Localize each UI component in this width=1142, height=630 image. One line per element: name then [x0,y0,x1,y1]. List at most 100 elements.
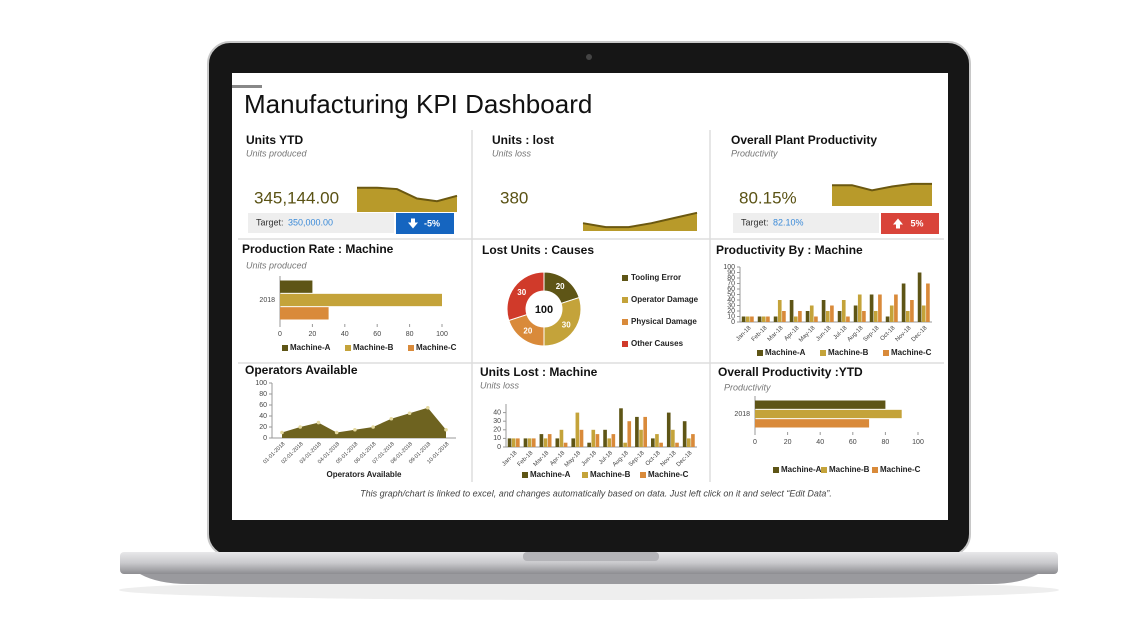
chart-subtitle: Units loss [480,380,520,390]
point [444,427,448,432]
x-tick-label: 80 [882,439,890,446]
legend-swatch [282,345,288,351]
kpi-subtitle: Units loss [492,148,532,158]
chart-title: Operators Available [245,363,358,377]
slice-label: 30 [517,288,526,297]
legend-swatch [622,275,628,281]
bar [841,300,846,322]
bar [643,416,647,447]
legend-swatch [582,472,588,478]
footer-note: This graph/chart is linked to excel, and… [360,488,832,498]
bar [579,429,584,447]
legend-label: Machine-A [290,343,331,352]
x-tick-label: 60 [373,331,381,338]
y-tick-label: 10 [727,313,735,320]
bar [878,294,882,322]
bar [543,438,548,447]
bar [798,311,802,322]
bar [862,311,866,322]
bar [682,421,687,447]
legend-swatch [408,345,414,351]
x-tick-label: 100 [912,439,924,446]
bar [889,305,894,322]
page-title: Manufacturing KPI Dashboard [244,89,592,119]
y-tick-label: 10 [493,435,501,442]
bar [814,316,818,322]
bar [571,438,576,447]
bar [869,294,874,322]
bar [777,300,782,322]
bar [757,316,762,322]
chart-title: Lost Units : Causes [482,243,594,257]
legend-label: Tooling Error [631,273,681,282]
change-label: -5% [424,218,440,228]
legend-swatch [883,350,889,356]
bar [591,429,596,447]
bar [885,316,890,322]
y-tick-label: 30 [727,302,735,309]
legend-label: Machine-C [648,470,689,479]
y-tick-label: 50 [727,291,735,298]
bar [595,434,600,447]
bar [905,311,910,322]
bar [607,438,612,447]
bar [809,305,814,322]
bar [523,438,528,447]
point [389,416,394,421]
shadow [119,580,1059,600]
change-badge [396,213,454,234]
y-tick-label: 2018 [734,411,750,418]
bar [555,438,560,447]
chart-subtitle: Productivity [724,382,771,392]
arrow-icon [893,218,903,229]
sparkline [832,182,932,192]
point [425,405,430,410]
bar [789,300,794,322]
bar [830,305,834,322]
legend-label: Machine-C [880,465,921,474]
x-tick-label: 100 [436,331,448,338]
slice-label: 20 [556,282,565,291]
legend-label: Physical Damage [631,317,697,326]
legend-swatch [773,467,779,473]
bar [651,438,655,447]
y-tick-label: 40 [727,297,735,304]
chart-title: Overall Productivity :YTD [718,365,863,379]
target-value: 82.10% [773,217,804,227]
bar [755,409,902,419]
y-tick-label: 20 [493,427,501,434]
target-value: 350,000.00 [288,217,333,227]
target-text: Target: [741,217,769,227]
sparkline [582,211,698,229]
bar [280,293,442,307]
bar [837,311,842,322]
notch [523,552,659,561]
bar [691,434,695,447]
y-tick-label: 90 [727,269,735,276]
kpi-title: Units YTD [246,133,303,147]
bar [559,429,564,447]
y-tick-label: 30 [493,418,501,425]
x-tick-label: 40 [816,439,824,446]
sparkline-area [832,183,932,206]
y-tick-label: 0 [263,435,267,442]
sparkline-area [583,212,697,231]
y-tick-label: 2018 [259,297,275,304]
legend-label: Operator Damage [631,295,699,304]
bar [686,438,691,447]
arrow-icon [408,218,418,229]
bar [539,434,544,447]
legend-swatch [872,467,878,473]
bar [917,272,922,322]
x-axis-title: Operators Available [327,470,403,479]
bar [575,412,580,447]
bar [611,434,616,447]
chart-subtitle: Units produced [246,260,308,270]
bar [750,316,754,322]
sparkline [357,186,458,203]
x-tick-label: 20 [309,331,317,338]
bar [805,311,810,322]
laptop-base [120,552,1058,574]
bar [623,442,627,447]
